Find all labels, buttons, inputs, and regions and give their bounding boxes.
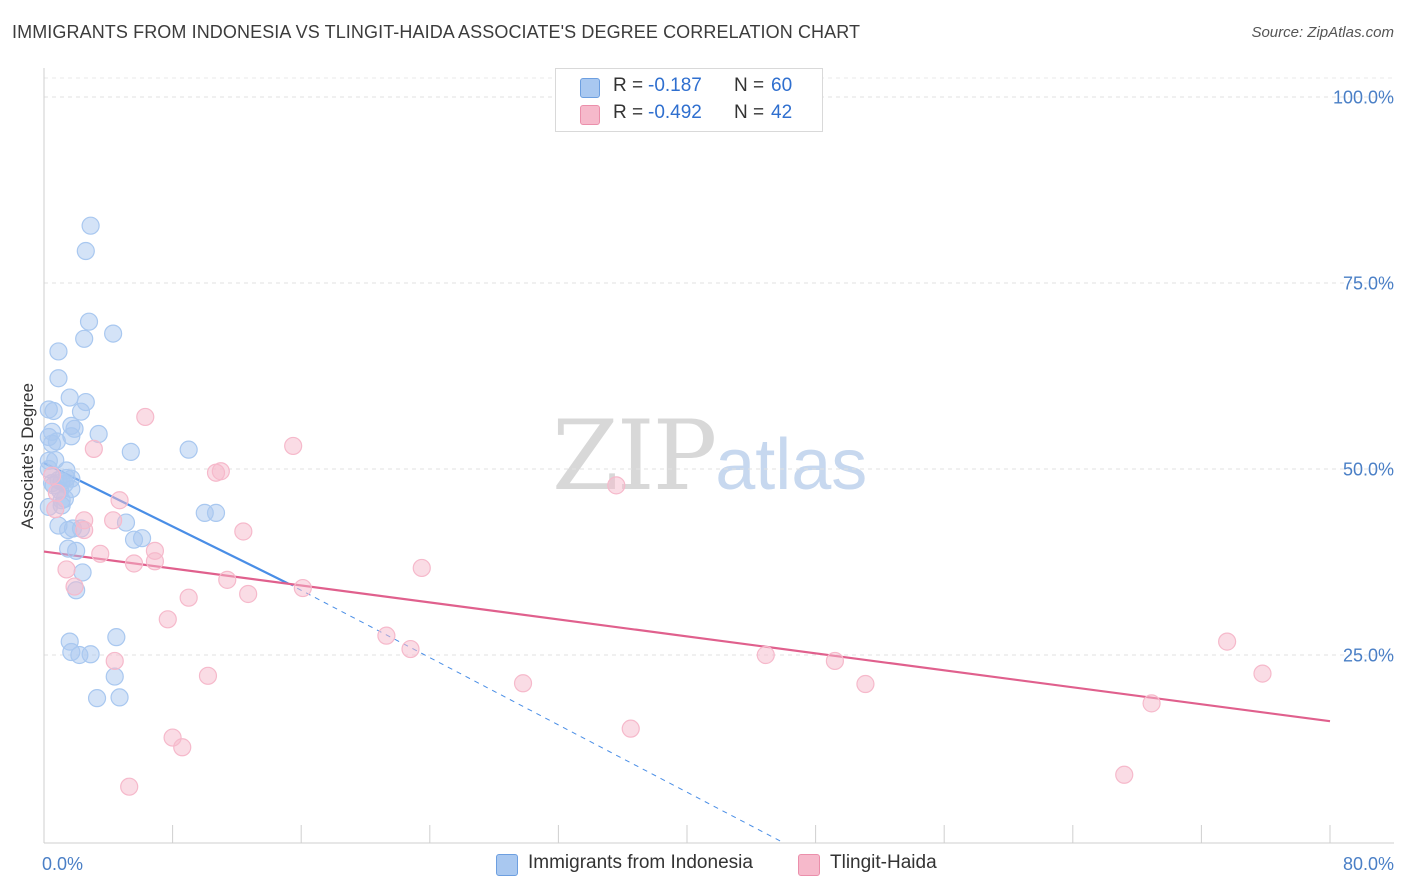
y-tick-label: 100.0% bbox=[1333, 87, 1394, 107]
point-tlingit bbox=[218, 570, 237, 589]
point-tlingit bbox=[401, 639, 420, 659]
point-tlingit bbox=[124, 554, 144, 573]
point-tlingit bbox=[239, 584, 258, 604]
point-tlingit bbox=[198, 666, 218, 685]
point-tlingit bbox=[42, 466, 62, 485]
stats-legend: R = -0.187 N = 60 R = -0.492 N = 42 bbox=[555, 68, 823, 132]
point-tlingit bbox=[120, 777, 139, 796]
watermark-zip: ZIP bbox=[552, 400, 717, 512]
point-indonesia bbox=[79, 312, 99, 331]
point-indonesia bbox=[179, 440, 198, 459]
point-tlingit bbox=[46, 500, 65, 519]
point-indonesia bbox=[76, 241, 95, 261]
n-value: 60 bbox=[771, 75, 793, 96]
point-tlingit bbox=[145, 552, 165, 571]
point-indonesia bbox=[49, 369, 68, 388]
point-tlingit bbox=[158, 610, 177, 629]
point-tlingit bbox=[607, 476, 626, 495]
point-indonesia bbox=[42, 434, 62, 453]
point-indonesia bbox=[105, 667, 124, 686]
point-tlingit bbox=[1115, 765, 1134, 784]
point-tlingit bbox=[293, 578, 312, 598]
point-tlingit bbox=[756, 645, 775, 665]
point-tlingit bbox=[1142, 694, 1161, 713]
y-tick-label: 25.0% bbox=[1343, 645, 1394, 665]
point-indonesia bbox=[44, 401, 63, 421]
x-tick-label: 0.0% bbox=[42, 854, 83, 874]
trendline-solid bbox=[43, 550, 1331, 723]
point-indonesia bbox=[107, 628, 126, 647]
point-tlingit bbox=[105, 651, 124, 671]
point-indonesia bbox=[104, 324, 123, 343]
trendline-solid bbox=[43, 462, 289, 585]
n-label: N = bbox=[734, 75, 765, 96]
tick-labels: 25.0% 50.0% 75.0% 100.0% 0.0% 80.0% Associate'… bbox=[18, 87, 1394, 874]
point-tlingit bbox=[57, 560, 76, 579]
point-indonesia bbox=[121, 442, 140, 461]
point-tlingit bbox=[234, 522, 253, 541]
point-tlingit bbox=[377, 626, 396, 645]
point-tlingit bbox=[513, 674, 533, 693]
legend-label: Immigrants from Indonesia bbox=[528, 852, 753, 873]
point-tlingit bbox=[1253, 664, 1272, 683]
point-indonesia bbox=[110, 688, 129, 707]
point-tlingit bbox=[47, 483, 66, 502]
point-tlingit bbox=[84, 439, 103, 459]
point-indonesia bbox=[132, 529, 152, 548]
point-tlingit bbox=[173, 738, 192, 757]
data-points bbox=[39, 216, 1272, 796]
point-indonesia bbox=[67, 541, 86, 560]
legend-swatch-indonesia bbox=[496, 854, 518, 876]
point-indonesia bbox=[81, 645, 100, 664]
point-indonesia bbox=[75, 329, 94, 348]
point-indonesia bbox=[87, 689, 107, 708]
point-tlingit bbox=[65, 577, 84, 596]
point-indonesia bbox=[206, 503, 226, 522]
point-tlingit bbox=[206, 463, 226, 482]
y-tick-label: 75.0% bbox=[1343, 273, 1394, 293]
trendline-dashed bbox=[288, 583, 781, 842]
axes bbox=[43, 68, 1394, 844]
x-tick-label: 80.0% bbox=[1343, 854, 1394, 874]
n-value: 42 bbox=[771, 102, 793, 123]
point-tlingit bbox=[856, 674, 875, 694]
y-axis-title: Associate's Degree bbox=[18, 383, 37, 529]
point-indonesia bbox=[49, 342, 68, 361]
watermark: ZIPatlas bbox=[552, 400, 867, 512]
gridlines bbox=[44, 77, 1394, 656]
trendlines bbox=[43, 462, 1331, 842]
point-indonesia bbox=[60, 388, 79, 407]
watermark-atlas: atlas bbox=[715, 425, 868, 505]
r-value: -0.187 bbox=[648, 75, 702, 96]
point-tlingit bbox=[1218, 632, 1237, 651]
point-tlingit bbox=[136, 407, 155, 427]
point-tlingit bbox=[412, 558, 431, 578]
legend-swatch-indonesia bbox=[580, 78, 600, 98]
source-credit: Source: ZipAtlas.com bbox=[1251, 24, 1394, 41]
point-indonesia bbox=[81, 216, 100, 235]
point-tlingit bbox=[825, 651, 844, 671]
point-tlingit bbox=[75, 520, 94, 540]
point-indonesia bbox=[59, 520, 78, 540]
y-tick-label: 50.0% bbox=[1343, 459, 1394, 479]
point-tlingit bbox=[179, 588, 198, 607]
point-tlingit bbox=[91, 544, 110, 563]
legend-swatch-tlingit bbox=[580, 105, 600, 125]
point-indonesia bbox=[71, 402, 91, 421]
point-tlingit bbox=[110, 491, 129, 510]
r-label: R = bbox=[613, 102, 644, 123]
n-label: N = bbox=[734, 102, 765, 123]
chart-title: IMMIGRANTS FROM INDONESIA VS TLINGIT-HAI… bbox=[12, 22, 861, 42]
legend-swatch-tlingit bbox=[798, 854, 820, 876]
point-tlingit bbox=[104, 511, 123, 530]
legend-label: Tlingit-Haida bbox=[830, 852, 937, 873]
r-value: -0.492 bbox=[648, 102, 702, 123]
r-label: R = bbox=[613, 75, 644, 96]
point-tlingit bbox=[284, 436, 303, 456]
point-tlingit bbox=[621, 719, 640, 738]
